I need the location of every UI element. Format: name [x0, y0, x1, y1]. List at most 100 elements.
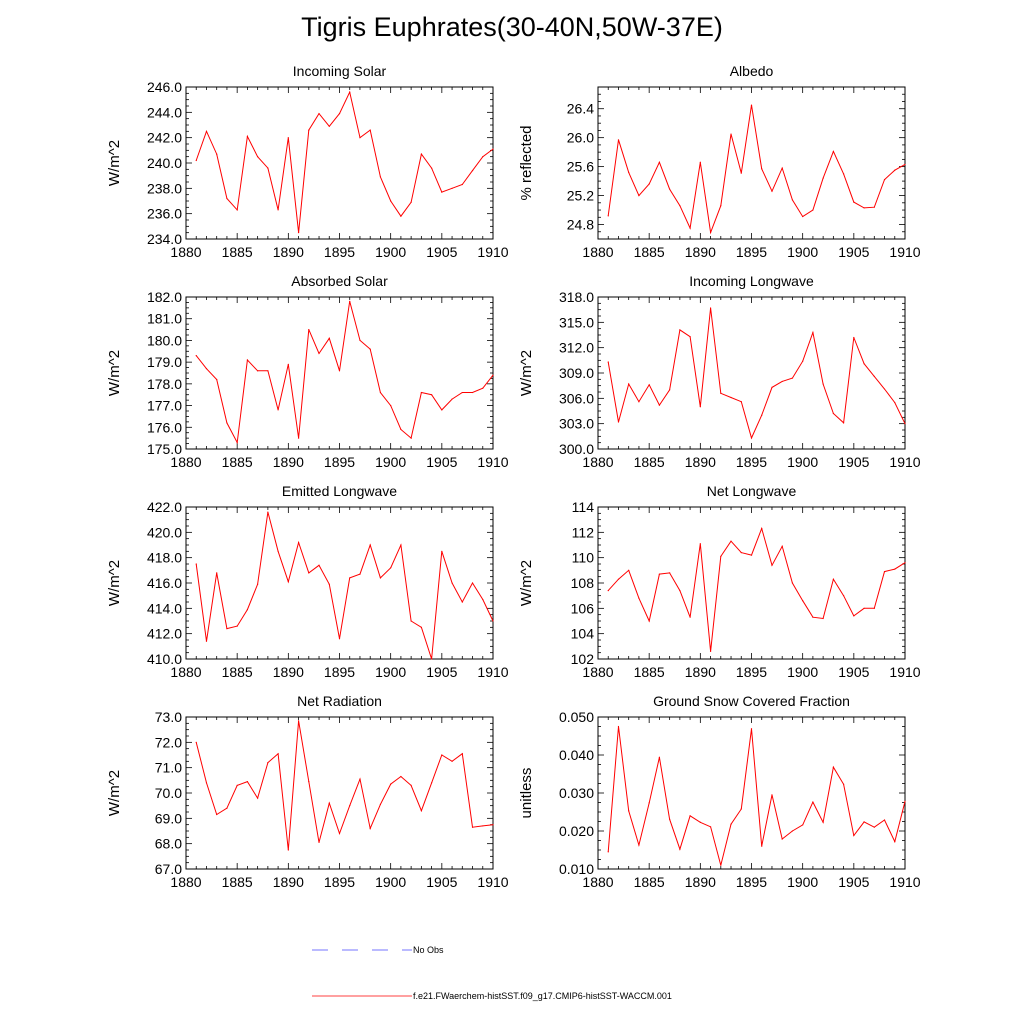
panel-emitted-longwave: 1880 1885 1890 1895 1900 1905 1910 410.0 412.0 41… — [106, 483, 509, 680]
data-point — [771, 386, 773, 388]
y-tick-label: 306.0 — [559, 390, 594, 406]
data-point — [628, 171, 630, 174]
x-tick-label: 1890 — [685, 874, 716, 890]
y-tick-label: 26.0 — [567, 130, 594, 146]
data-point — [369, 348, 371, 350]
x-tick-label: 1885 — [634, 664, 665, 680]
data-point — [195, 355, 197, 357]
y-tick-label: 114 — [572, 499, 595, 515]
data-point — [853, 834, 855, 837]
data-point — [482, 387, 484, 389]
data-point — [873, 375, 875, 377]
data-point — [648, 802, 650, 804]
data-point — [390, 567, 392, 569]
x-tick-label: 1880 — [582, 874, 613, 890]
data-point — [205, 368, 208, 370]
data-point — [257, 797, 259, 799]
y-tick-label: 24.8 — [567, 217, 594, 233]
data-point — [226, 628, 228, 630]
data-point — [471, 170, 474, 172]
y-tick-label: 112 — [572, 524, 595, 540]
y-tick-label: 422.0 — [147, 499, 182, 515]
x-tick-label: 1885 — [222, 244, 253, 260]
x-tick-label: 1905 — [838, 244, 869, 260]
data-point — [318, 352, 320, 355]
data-point — [308, 572, 310, 574]
y-tick-label: 68.0 — [155, 836, 182, 852]
panel-title: Absorbed Solar — [291, 273, 388, 289]
data-point — [832, 578, 834, 580]
data-point — [669, 188, 671, 190]
data-point — [431, 658, 433, 660]
y-tick-label: 238.0 — [147, 180, 182, 196]
y-tick-label: 0.030 — [559, 785, 594, 801]
data-point — [740, 808, 742, 810]
data-point — [669, 389, 671, 391]
x-tick-label: 1900 — [787, 664, 818, 680]
y-axis-label: % reflected — [518, 125, 535, 200]
data-point — [492, 148, 494, 150]
data-point — [638, 844, 640, 846]
series-line — [607, 726, 906, 866]
data-point — [328, 583, 330, 585]
data-point — [607, 215, 609, 217]
y-tick-label: 182.0 — [147, 289, 182, 305]
data-point — [883, 179, 886, 181]
series-line — [195, 301, 494, 445]
data-point — [709, 650, 712, 653]
data-point — [607, 590, 609, 592]
data-point — [267, 370, 269, 372]
data-point — [812, 209, 814, 211]
data-point — [328, 802, 330, 804]
y-tick-label: 416.0 — [147, 575, 182, 591]
x-tick-label: 1905 — [426, 454, 457, 470]
data-point — [287, 137, 289, 139]
y-tick-label: 70.0 — [155, 785, 182, 801]
data-point — [379, 391, 382, 394]
data-point — [822, 383, 824, 385]
y-tick-label: 0.020 — [559, 823, 594, 839]
data-point — [781, 838, 783, 840]
data-point — [400, 775, 402, 778]
data-point — [699, 406, 701, 408]
panel-title: Net Radiation — [297, 693, 382, 709]
x-tick-label: 1890 — [273, 454, 304, 470]
data-point — [853, 336, 855, 339]
y-tick-label: 410.0 — [147, 651, 182, 667]
data-point — [349, 300, 351, 302]
data-point — [863, 363, 865, 365]
data-point — [863, 821, 865, 823]
y-tick-label: 102 — [571, 651, 595, 667]
y-tick-label: 67.0 — [155, 861, 182, 877]
data-point — [617, 578, 620, 580]
x-tick-label: 1910 — [477, 244, 508, 260]
data-point — [669, 818, 671, 820]
x-tick-label: 1885 — [634, 244, 665, 260]
data-point — [607, 361, 609, 363]
data-point — [431, 394, 433, 396]
x-tick-label: 1900 — [787, 454, 818, 470]
data-point — [883, 388, 886, 390]
data-point — [410, 201, 412, 203]
data-point — [195, 159, 197, 162]
data-point — [669, 572, 671, 574]
data-point — [318, 564, 320, 566]
data-point — [709, 826, 712, 828]
data-point — [832, 412, 834, 415]
x-tick-label: 1905 — [838, 874, 869, 890]
data-point — [471, 391, 474, 394]
y-tick-label: 73.0 — [155, 709, 182, 725]
data-point — [236, 784, 238, 787]
series-line — [607, 526, 906, 652]
y-tick-label: 69.0 — [155, 810, 182, 826]
data-point — [628, 569, 630, 571]
data-point — [308, 328, 310, 331]
y-tick-label: 312.0 — [559, 340, 594, 356]
x-tick-label: 1895 — [324, 454, 355, 470]
data-point — [287, 363, 289, 365]
data-point — [904, 423, 906, 425]
data-point — [648, 384, 650, 386]
x-tick-label: 1910 — [889, 454, 920, 470]
data-point — [226, 807, 228, 809]
data-point — [832, 766, 834, 768]
